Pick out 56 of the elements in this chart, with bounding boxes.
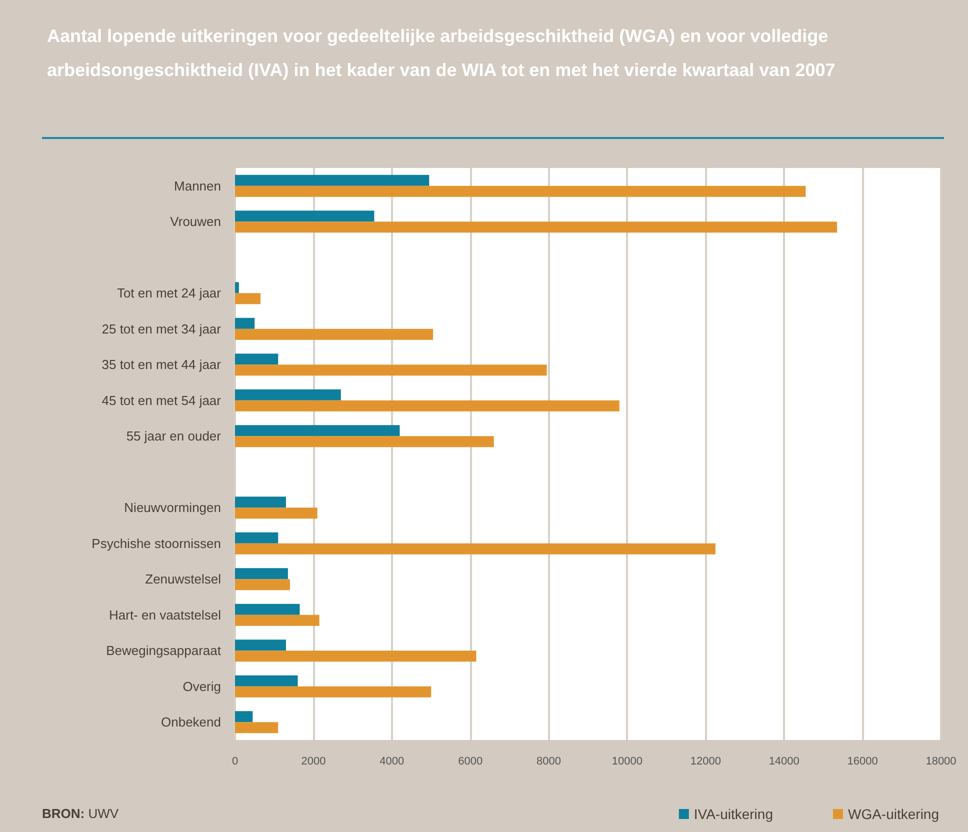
y-tick-label: Hart- en vaatstelsel bbox=[109, 607, 222, 622]
bar bbox=[235, 210, 374, 222]
bar bbox=[235, 508, 318, 519]
chart-title: Aantal lopende uitkeringen voor gedeeltelijke arbeidsgeschiktheid (WGA) en voor volledige arbeidsongeschiktheid (IVA) in het kader van de WIA tot en met het vierde kwartaal van 2007 bbox=[47, 26, 836, 80]
bar bbox=[235, 711, 253, 722]
y-tick-label: Nieuwvormingen bbox=[124, 500, 221, 516]
text: BRON: UWV bbox=[42, 806, 119, 821]
bar bbox=[235, 328, 434, 340]
y-tick-label: 55 jaar en ouder bbox=[126, 428, 222, 444]
x-tick-label: 12000 bbox=[690, 756, 721, 768]
y-tick-label: 45 tot en met 54 jaar bbox=[102, 392, 222, 408]
y-tick-label: Vrouwen bbox=[170, 214, 221, 230]
bar bbox=[235, 293, 260, 304]
bar bbox=[235, 579, 290, 590]
bar bbox=[235, 318, 255, 329]
bar bbox=[235, 186, 806, 197]
bar bbox=[235, 496, 286, 508]
bar bbox=[235, 436, 494, 448]
bar bbox=[235, 400, 620, 412]
bar bbox=[235, 364, 547, 376]
bar bbox=[235, 425, 400, 436]
bar bbox=[235, 389, 341, 400]
x-tick-label: 8000 bbox=[536, 756, 562, 768]
bar bbox=[235, 568, 288, 580]
bar bbox=[235, 282, 239, 294]
bar bbox=[235, 686, 432, 698]
x-tick-label: 0 bbox=[232, 756, 238, 768]
y-tick-label: 35 tot en met 44 jaar bbox=[102, 357, 222, 372]
x-tick-label: 18000 bbox=[926, 756, 956, 768]
bar bbox=[235, 640, 286, 651]
y-tick-label: Bewegingsapparaat bbox=[106, 643, 222, 658]
bar bbox=[235, 543, 716, 554]
bar bbox=[235, 650, 476, 662]
bar bbox=[235, 222, 838, 233]
bar bbox=[235, 722, 278, 734]
y-tick-label: Zenuwstelsel bbox=[145, 572, 222, 587]
bar bbox=[235, 675, 298, 686]
bar bbox=[235, 604, 300, 615]
bar bbox=[235, 532, 278, 544]
y-tick-label: 25 tot en met 34 jaar bbox=[102, 321, 222, 336]
legend-label: IVA-uitkering bbox=[694, 806, 773, 822]
x-tick-label: 6000 bbox=[458, 756, 483, 768]
x-tick-label: 16000 bbox=[847, 756, 878, 768]
y-tick-label: Psychishe stoornissen bbox=[92, 536, 221, 551]
x-tick-label: 10000 bbox=[612, 756, 643, 768]
y-tick-label: Overig bbox=[182, 678, 221, 694]
y-tick-label: Mannen bbox=[174, 178, 221, 194]
x-tick-label: 2000 bbox=[301, 756, 326, 768]
y-tick-label: Onbekend bbox=[161, 714, 221, 730]
x-tick-label: 14000 bbox=[768, 756, 800, 768]
bar bbox=[235, 614, 320, 626]
y-tick-label: Tot en met 24 jaar bbox=[116, 286, 222, 301]
bar bbox=[235, 174, 430, 186]
x-tick-label: 4000 bbox=[380, 756, 404, 768]
legend-label: WGA-uitkering bbox=[848, 806, 940, 822]
bar bbox=[235, 354, 278, 365]
